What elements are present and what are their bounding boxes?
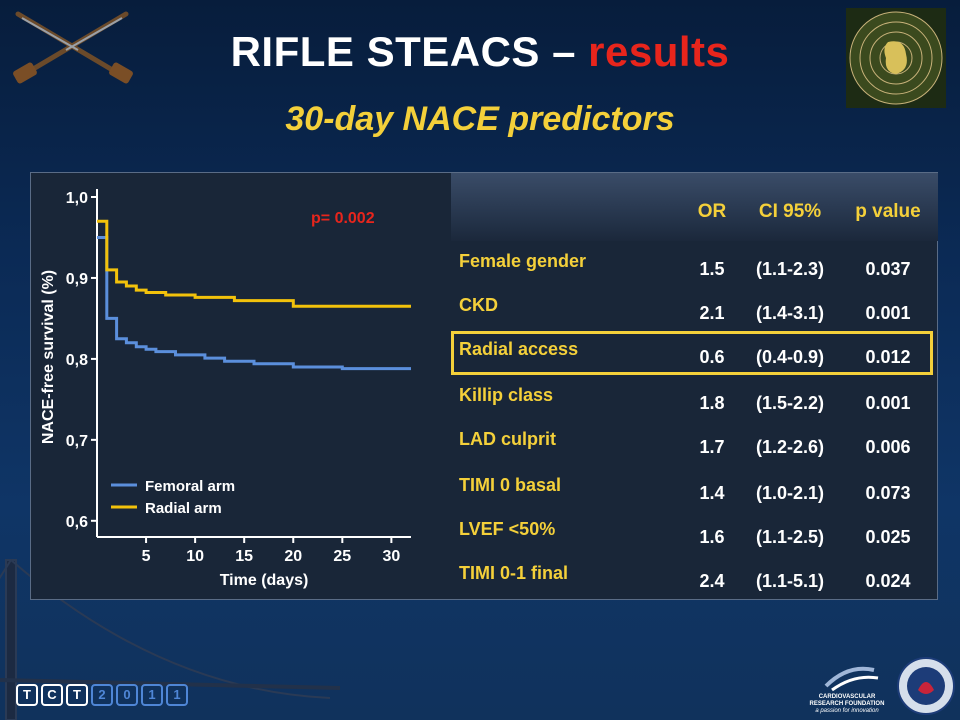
page-subtitle: 30-day NACE predictors [285, 100, 675, 138]
row-or: 1.8 [699, 393, 725, 413]
title-main: RIFLE STEACS – [230, 28, 589, 75]
row-or: 1.4 [699, 483, 725, 503]
tct-letter: 2 [91, 684, 113, 706]
row-p: 0.001 [865, 303, 911, 323]
table-row: Radial access 0.6 (0.4-0.9) 0.012 [451, 333, 938, 378]
p-value-annotation: p= 0.002 [311, 210, 375, 227]
row-p: 0.012 [865, 347, 911, 367]
table-header: OR CI 95% p value [451, 173, 938, 241]
legend-label: Femoral arm [145, 478, 235, 495]
legend-label: Radial arm [145, 500, 222, 517]
tct-letter: T [66, 684, 88, 706]
y-tick-label: 0,7 [66, 433, 88, 450]
row-p: 0.024 [865, 571, 911, 591]
row-or: 2.1 [699, 303, 725, 323]
survival-chart: 1,0 0,9 0,8 0,7 0,6 5 10 15 20 25 30 Time (days) NAC… [31, 173, 451, 599]
crf-line1: CARDIOVASCULAR [818, 694, 876, 700]
x-tick-label: 10 [186, 548, 204, 565]
row-ci: (1.2-2.6) [755, 437, 825, 457]
series-line-radial [97, 219, 411, 308]
x-tick-label: 30 [382, 548, 400, 565]
row-or: 1.5 [699, 259, 725, 279]
tct-letter: 1 [166, 684, 188, 706]
shooting-target-icon [846, 8, 946, 108]
crossed-rifles-icon [13, 11, 133, 84]
header-p: p value [855, 201, 921, 222]
x-tick-label: 20 [284, 548, 302, 565]
row-label: Killip class [459, 385, 554, 405]
row-p: 0.001 [865, 393, 911, 413]
y-tick-label: 0,8 [66, 352, 88, 369]
row-ci: (1.5-2.2) [755, 393, 825, 413]
title-highlight: results [588, 28, 730, 75]
crf-logo-icon [824, 666, 879, 692]
row-label: TIMI 0 basal [459, 475, 562, 495]
results-panel: 1,0 0,9 0,8 0,7 0,6 5 10 15 20 25 30 Time (days) NAC… [30, 172, 938, 600]
predictors-table: OR CI 95% p value Female gender 1.5 (1.1-2… [451, 173, 938, 599]
row-label: LVEF <50% [459, 519, 556, 539]
header-or: OR [697, 201, 727, 222]
row-ci: (1.1-5.1) [755, 571, 825, 591]
table-row: LAD culprit 1.7 (1.2-2.6) 0.006 [451, 423, 938, 468]
american-college-of-cardiology-seal-icon [897, 657, 955, 715]
x-tick-label: 15 [235, 548, 253, 565]
page-title: RIFLE STEACS – results [0, 28, 960, 76]
crf-text: CARDIOVASCULAR RESEARCH FOUNDATION a pas… [802, 694, 892, 715]
survival-chart-svg: 1,0 0,9 0,8 0,7 0,6 5 10 15 20 25 30 Time (days) NAC… [40, 189, 411, 589]
x-tick-label: 5 [142, 548, 151, 565]
tct-letter: T [16, 684, 38, 706]
row-label: CKD [459, 295, 498, 315]
crf-line2: RESEARCH FOUNDATION [809, 701, 885, 707]
row-or: 2.4 [699, 571, 725, 591]
row-label: LAD culprit [459, 429, 556, 449]
row-or: 0.6 [699, 347, 725, 367]
y-tick-label: 1,0 [66, 190, 88, 207]
row-ci: (0.4-0.9) [755, 347, 825, 367]
row-ci: (1.0-2.1) [755, 483, 825, 503]
tct-letter: C [41, 684, 63, 706]
row-p: 0.006 [865, 437, 911, 457]
table-row: TIMI 0 basal 1.4 (1.0-2.1) 0.073 [451, 469, 938, 514]
row-label: Radial access [459, 339, 579, 359]
table-row: Female gender 1.5 (1.1-2.3) 0.037 [451, 245, 938, 290]
table-row: CKD 2.1 (1.4-3.1) 0.001 [451, 289, 938, 334]
table-row: TIMI 0-1 final 2.4 (1.1-5.1) 0.024 [451, 557, 938, 602]
row-or: 1.6 [699, 527, 725, 547]
y-tick-label: 0,6 [66, 514, 88, 531]
row-label: TIMI 0-1 final [459, 563, 569, 583]
crf-tagline: a passion for innovation [815, 708, 879, 714]
header-ci: CI 95% [758, 201, 822, 222]
y-axis-label: NACE-free survival (%) [40, 270, 57, 444]
row-or: 1.7 [699, 437, 725, 457]
x-tick-label: 25 [333, 548, 351, 565]
table-row: LVEF <50% 1.6 (1.1-2.5) 0.025 [451, 513, 938, 558]
x-axis-label: Time (days) [220, 572, 309, 589]
row-ci: (1.4-3.1) [755, 303, 825, 323]
row-ci: (1.1-2.5) [755, 527, 825, 547]
row-p: 0.073 [865, 483, 911, 503]
series-line-femoral [97, 236, 411, 371]
row-ci: (1.1-2.3) [755, 259, 825, 279]
tct-letter: 1 [141, 684, 163, 706]
row-p: 0.025 [865, 527, 911, 547]
table-row: Killip class 1.8 (1.5-2.2) 0.001 [451, 379, 938, 424]
row-p: 0.037 [865, 259, 911, 279]
tct-letter: 0 [116, 684, 138, 706]
row-label: Female gender [459, 251, 587, 271]
y-tick-label: 0,9 [66, 271, 88, 288]
highlight-box-radial-access [451, 331, 933, 375]
